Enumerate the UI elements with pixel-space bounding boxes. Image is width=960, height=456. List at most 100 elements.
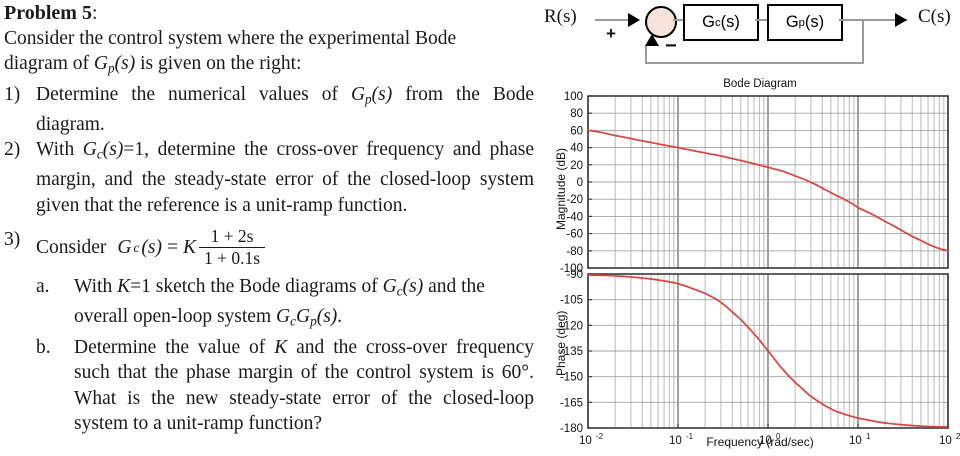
subitem-a-gp-symbol: G <box>295 305 311 327</box>
svg-text:-80: -80 <box>566 246 583 258</box>
arrow-into-sum-feedback <box>645 34 659 46</box>
svg-text:0: 0 <box>577 177 583 189</box>
problem-intro: Consider the control system where the ex… <box>4 26 534 82</box>
bode-diagram-title: Bode Diagram <box>723 78 797 90</box>
arrow-to-output <box>895 13 907 27</box>
intro-line-1: Consider the control system where the ex… <box>4 28 457 49</box>
svg-text:10: 10 <box>939 435 952 447</box>
bode-diagram: Bode Diagram Magnitude (dB) Phase (deg) … <box>540 78 960 456</box>
svg-text:-180: -180 <box>560 423 583 435</box>
block-diagram-input-label: R(s) <box>544 6 577 27</box>
wire-feedback-vertical-left <box>645 46 647 63</box>
sum-minus-sign: − <box>665 35 677 57</box>
svg-text:100: 100 <box>564 91 583 103</box>
wire-plant-to-output <box>839 19 907 21</box>
plant-block-args: (s) <box>804 13 825 31</box>
svg-text:-90: -90 <box>566 269 583 281</box>
subitem-a-gc-subscript: c <box>396 283 403 299</box>
svg-text:-165: -165 <box>560 397 583 409</box>
svg-text:-40: -40 <box>566 211 583 223</box>
svg-text:-1: -1 <box>686 432 694 441</box>
intro-gp-subscript: p <box>107 61 115 77</box>
summing-junction <box>645 6 677 38</box>
problem-subitem-a: a. With K=1 sketch the Bode diagrams of G… <box>36 274 534 334</box>
item-1-gp-subscript: p <box>365 91 372 107</box>
intro-gp-args: (s) <box>114 53 136 75</box>
subitem-b-text-a: Determine the value of <box>74 336 275 358</box>
problem-item-2: 2) With Gc(s)=1, determine the cross-over… <box>4 137 534 218</box>
svg-text:20: 20 <box>570 160 583 172</box>
item-1-gp-args: (s) <box>371 83 393 105</box>
subitem-b-text-b: and the cross-over frequency such that t… <box>74 336 534 435</box>
item-1-text-b: from the Bode diagram. <box>36 83 535 135</box>
item-1-gp-symbol: G <box>350 83 366 105</box>
eq-gc-symbol: G <box>117 236 132 258</box>
plant-block-name: G <box>785 13 799 31</box>
item-2-text-b: =1, determine the cross-over frequency a… <box>36 139 534 216</box>
svg-text:-60: -60 <box>566 229 583 241</box>
svg-text:-150: -150 <box>560 372 583 384</box>
bode-svg-canvas: 100806040200-20-40-60-80-100-90-105-120-… <box>560 91 960 447</box>
subitem-a-gc-args: (s) <box>402 275 424 297</box>
eq-gc-args: (s) <box>141 236 162 258</box>
svg-text:-20: -20 <box>566 194 583 206</box>
intro-line-2a: diagram of <box>4 53 94 75</box>
svg-text:1: 1 <box>866 432 871 441</box>
svg-text:10: 10 <box>759 435 772 447</box>
intro-line-2b: is given on the right: <box>135 53 302 75</box>
eq-numerator: 1 + 2s <box>210 225 254 246</box>
item-2-gc-args: (s) <box>102 139 124 161</box>
problem-statement: Problem 5: Consider the control system w… <box>4 0 534 456</box>
subitem-a-gp-subscript: p <box>310 313 317 329</box>
svg-text:10: 10 <box>849 435 862 447</box>
item-1-text-a: Determine the numerical values of <box>36 83 351 105</box>
problem-title: Problem 5: <box>4 0 534 26</box>
wire-feedback-vertical-right <box>862 20 864 64</box>
svg-text:10: 10 <box>669 435 682 447</box>
frequency-axis-label: Frequency (rad/sec) <box>706 435 814 449</box>
eq-equals-sign: = <box>166 236 178 258</box>
subitem-a-marker: a. <box>36 275 50 297</box>
plant-block-subscript: p <box>798 16 805 29</box>
svg-text:0: 0 <box>776 432 781 441</box>
svg-text:2: 2 <box>956 432 960 441</box>
eq-gc-subscript: c <box>133 239 140 255</box>
intro-gp-symbol: G <box>93 53 108 75</box>
subitem-a-gc2-subscript: c <box>290 313 296 329</box>
item-2-gc-subscript: c <box>96 146 103 162</box>
problem-title-text: Problem 5 <box>4 2 92 24</box>
subitem-a-text-a: With <box>74 275 118 297</box>
subitem-a-gc2-symbol: G <box>276 305 291 327</box>
subitem-b-marker: b. <box>36 336 51 358</box>
svg-text:-105: -105 <box>560 295 583 307</box>
item-1-marker: 1) <box>4 83 21 105</box>
svg-text:-120: -120 <box>560 320 583 332</box>
block-diagram-output-label: C(s) <box>918 6 951 27</box>
subitem-a-text-c: and the overall open-loop system <box>74 275 485 327</box>
item-3-lead-text: Consider <box>36 236 107 258</box>
subitem-b-K: K <box>274 336 288 358</box>
wire-feedback-horizontal <box>645 62 864 64</box>
svg-text:-2: -2 <box>596 432 604 441</box>
arrow-into-sum <box>628 13 640 27</box>
controller-block-subscript: c <box>714 16 721 29</box>
svg-text:-100: -100 <box>560 263 583 275</box>
svg-text:80: 80 <box>570 108 583 120</box>
problem-subitem-b: b. Determine the value of K and the cross… <box>36 335 534 437</box>
subitem-a-text-b: =1 sketch the Bode diagrams of <box>130 275 383 297</box>
eq-fraction: 1 + 2s 1 + 0.1s <box>199 225 266 268</box>
problem-items: 1) Determine the numerical values of Gp(s… <box>4 82 534 437</box>
item-3-marker: 3) <box>4 228 21 250</box>
svg-text:60: 60 <box>570 125 583 137</box>
eq-denominator: 1 + 0.1s <box>199 246 266 268</box>
subitem-a-K: K <box>117 275 131 297</box>
item-2-marker: 2) <box>4 139 21 161</box>
subitem-a-text-d: . <box>337 305 343 327</box>
svg-text:-135: -135 <box>560 346 583 358</box>
